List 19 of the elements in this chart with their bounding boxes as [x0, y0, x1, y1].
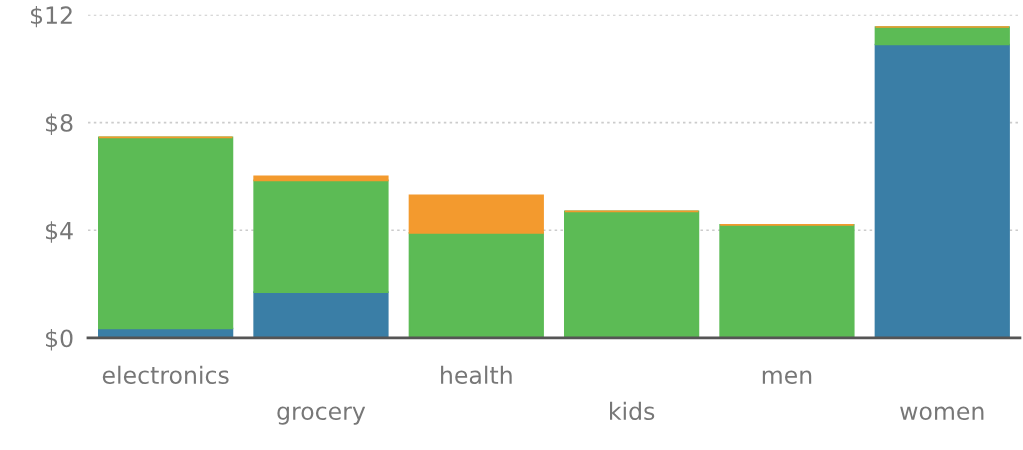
bar: [253, 179, 389, 294]
x-tick-label: electronics: [102, 365, 229, 384]
y-tick-label: $8: [46, 113, 73, 135]
bar: [253, 291, 389, 338]
x-tick-label: grocery: [277, 406, 366, 425]
bar: [874, 26, 1010, 46]
x-tick-label: kids: [610, 401, 655, 421]
x-tick-label: health: [441, 365, 512, 384]
bar: [408, 194, 544, 234]
y-tick-label: $4: [46, 221, 73, 243]
x-tick-label: women: [900, 406, 984, 421]
y-tick-label: $12: [30, 5, 72, 28]
x-tick-label: men: [762, 370, 812, 384]
bar: [408, 232, 544, 338]
bar: [98, 136, 234, 330]
bar: [563, 210, 700, 338]
bar: [874, 43, 1010, 338]
y-tick-label: $0: [46, 328, 73, 351]
bar: [719, 224, 855, 338]
